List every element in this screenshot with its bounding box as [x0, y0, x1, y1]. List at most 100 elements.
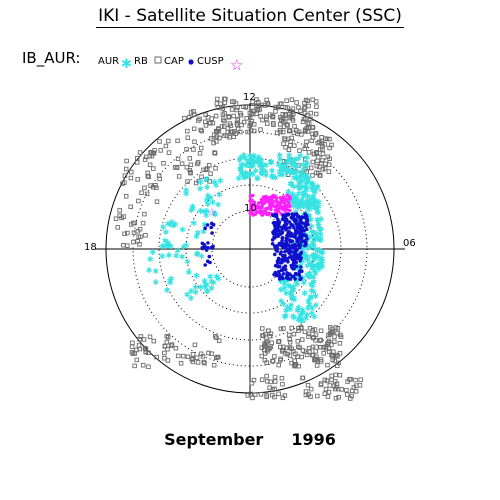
- rb-point: ✱: [237, 165, 244, 174]
- cap-point: [302, 329, 308, 335]
- rb-point: ✱: [286, 154, 293, 163]
- cap-point: [271, 122, 276, 128]
- cap-point: [332, 334, 337, 339]
- rb-point: ✱: [200, 228, 207, 237]
- rb-point: ✱: [250, 157, 257, 166]
- rb-point: ✱: [319, 254, 326, 263]
- cusp-point: [283, 214, 288, 218]
- cusp-point: [299, 224, 303, 229]
- cap-point: [272, 374, 278, 380]
- cap-point: [214, 335, 219, 340]
- cusp-point: [274, 213, 279, 217]
- cap-point: [226, 115, 232, 120]
- rb-point: ✱: [291, 158, 298, 167]
- cap-point: [124, 158, 129, 164]
- legend-title: IB_AUR:: [22, 49, 80, 68]
- rb-point: ✱: [309, 186, 316, 195]
- rb-point: ✱: [294, 264, 301, 273]
- cap-point: [306, 345, 312, 351]
- cap-point: [312, 327, 318, 332]
- rb-point: ✱: [311, 254, 318, 263]
- rb-point: ✱: [297, 152, 304, 161]
- cusp-point: [288, 272, 292, 277]
- rb-point: ✱: [167, 220, 174, 229]
- rb-point: ✱: [306, 233, 313, 242]
- rb-point: ✱: [296, 315, 303, 324]
- rb-point: ✱: [301, 171, 308, 180]
- cusp-point: [293, 271, 298, 276]
- mlt-label-18: 18: [84, 242, 97, 253]
- cap-point: [139, 190, 144, 195]
- rb-point: ✱: [259, 169, 266, 178]
- cap-point: [299, 354, 304, 360]
- rb-point: ✱: [165, 241, 172, 250]
- rb-point: ✱: [300, 189, 307, 198]
- cap-point: [308, 116, 313, 122]
- cap-point: [309, 138, 314, 144]
- cusp-point: [283, 264, 288, 269]
- cap-point: [146, 364, 151, 370]
- cap-point: [308, 386, 314, 392]
- rb-point: ✱: [306, 201, 313, 210]
- cap-point: [241, 119, 247, 125]
- cap-point: [318, 359, 324, 364]
- cap-point: [293, 351, 298, 357]
- legend: IB_AUR: AUR ✱ RB CAP CUSP ☆: [22, 49, 243, 74]
- cap-point: [166, 138, 171, 144]
- rb-point: ✱: [297, 183, 304, 192]
- cap-point: [142, 346, 148, 352]
- magenta-point: [278, 200, 283, 205]
- rb-point: ✱: [295, 204, 302, 213]
- rb-point: ✱: [247, 156, 254, 165]
- rb-point: ✱: [246, 169, 253, 178]
- cap-point: [248, 121, 253, 126]
- rb-point: ✱: [294, 195, 301, 204]
- cusp-point: [299, 265, 303, 269]
- magenta-point: [248, 194, 253, 198]
- cap-point: [329, 342, 334, 347]
- cap-point: [198, 127, 204, 133]
- rb-point: ✱: [256, 162, 263, 171]
- rb-point: ✱: [287, 273, 294, 282]
- cap-point: [195, 360, 201, 365]
- rb-point: ✱: [317, 230, 324, 239]
- cap-point: [288, 143, 293, 148]
- cap-point: [300, 348, 306, 353]
- cap-point: [221, 133, 227, 138]
- magenta-point: [252, 200, 257, 205]
- rb-point: ✱: [289, 295, 296, 304]
- cap-point: [258, 392, 264, 397]
- rb-point: ✱: [306, 300, 313, 309]
- cap-point: [136, 198, 141, 204]
- rb-point: ✱: [289, 190, 296, 199]
- cap-point: [281, 141, 286, 146]
- cap-point: [259, 353, 265, 359]
- rb-point: ✱: [314, 261, 321, 270]
- rb-point: ✱: [277, 155, 284, 164]
- rb-point: ✱: [300, 165, 307, 174]
- rb-point: ✱: [243, 161, 250, 170]
- rb-point: ✱: [242, 154, 249, 163]
- cap-point: [308, 394, 313, 399]
- rb-point: ✱: [292, 194, 299, 203]
- cap-point: [281, 326, 286, 331]
- rb-point: ✱: [283, 289, 290, 298]
- cusp-point: [203, 226, 207, 230]
- cap-point: [335, 330, 340, 336]
- cap-point: [329, 377, 334, 383]
- rb-point: ✱: [284, 159, 291, 168]
- rb-point: ✱: [184, 257, 191, 266]
- rb-point: ✱: [310, 288, 317, 297]
- rb-point: ✱: [204, 183, 211, 192]
- rb-point: ✱: [189, 204, 196, 213]
- cap-point: [329, 142, 334, 148]
- cap-point: [332, 378, 338, 384]
- cap-point: [268, 112, 273, 117]
- cap-point: [128, 175, 134, 181]
- rb-point: ✱: [314, 247, 321, 256]
- rb-point: ✱: [258, 167, 265, 176]
- cap-point: [148, 183, 153, 188]
- rb-point: ✱: [312, 292, 319, 301]
- cusp-point: [277, 220, 282, 224]
- cap-point: [270, 114, 276, 120]
